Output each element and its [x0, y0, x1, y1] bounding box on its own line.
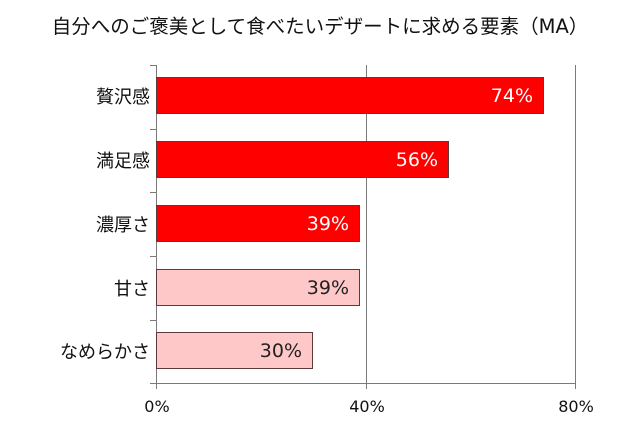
bar-sweetness: 39%	[156, 269, 360, 306]
x-axis-line	[150, 383, 576, 384]
gridline-80	[575, 65, 576, 384]
x-tick-label: 80%	[558, 397, 594, 416]
bar-value-label: 30%	[259, 339, 302, 362]
x-tick-label: 40%	[349, 397, 385, 416]
bar-value-label: 74%	[490, 84, 533, 107]
bar-value-label: 56%	[395, 148, 438, 171]
bar-satisfaction: 56%	[156, 141, 449, 178]
bar-value-label: 39%	[306, 212, 349, 235]
category-label: 甘さ	[114, 279, 150, 300]
category-label: なめらかさ	[60, 342, 150, 363]
category-label: 満足感	[96, 151, 150, 172]
bar-smoothness: 30%	[156, 332, 313, 369]
bar-richness: 39%	[156, 205, 360, 242]
bar-value-label: 39%	[306, 276, 349, 299]
bar-luxury: 74%	[156, 77, 544, 114]
x-tick	[366, 383, 367, 389]
x-tick	[156, 383, 157, 389]
y-tick	[150, 129, 156, 130]
y-tick	[150, 192, 156, 193]
chart-title: 自分へのご褒美として食べたいデザートに求める要素（MA）	[51, 15, 589, 38]
gridline-40	[366, 65, 367, 384]
y-tick	[150, 256, 156, 257]
x-tick-label: 0%	[144, 397, 170, 416]
category-label: 濃厚さ	[96, 215, 150, 236]
y-tick	[150, 65, 156, 66]
y-tick	[150, 383, 156, 384]
x-tick	[575, 383, 576, 389]
y-tick	[150, 320, 156, 321]
category-label: 贅沢感	[96, 87, 150, 108]
